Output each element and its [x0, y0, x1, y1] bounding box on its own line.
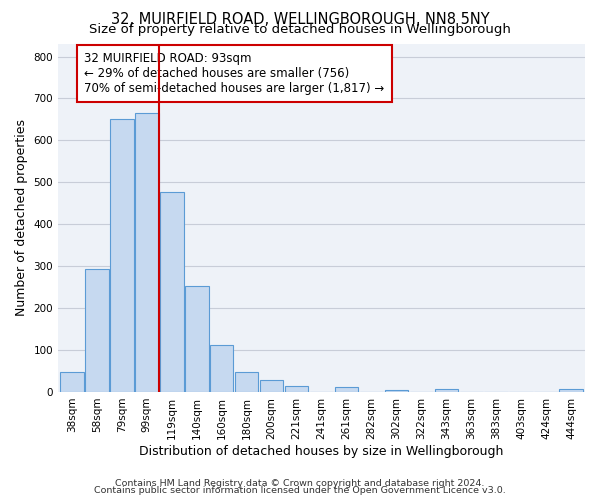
Text: 32 MUIRFIELD ROAD: 93sqm
← 29% of detached houses are smaller (756)
70% of semi-: 32 MUIRFIELD ROAD: 93sqm ← 29% of detach… — [84, 52, 385, 96]
Bar — [210, 344, 233, 392]
Text: Size of property relative to detached houses in Wellingborough: Size of property relative to detached ho… — [89, 23, 511, 36]
Bar — [160, 192, 184, 392]
Bar — [135, 113, 158, 392]
Bar — [185, 286, 209, 392]
Text: 32, MUIRFIELD ROAD, WELLINGBOROUGH, NN8 5NY: 32, MUIRFIELD ROAD, WELLINGBOROUGH, NN8 … — [110, 12, 490, 26]
Bar — [235, 372, 259, 392]
Bar — [85, 269, 109, 392]
X-axis label: Distribution of detached houses by size in Wellingborough: Distribution of detached houses by size … — [139, 444, 504, 458]
Text: Contains HM Land Registry data © Crown copyright and database right 2024.: Contains HM Land Registry data © Crown c… — [115, 478, 485, 488]
Y-axis label: Number of detached properties: Number of detached properties — [15, 120, 28, 316]
Bar — [110, 118, 134, 392]
Text: Contains public sector information licensed under the Open Government Licence v3: Contains public sector information licen… — [94, 486, 506, 495]
Bar — [385, 390, 409, 392]
Bar — [335, 387, 358, 392]
Bar — [284, 386, 308, 392]
Bar — [559, 390, 583, 392]
Bar — [60, 372, 83, 392]
Bar — [434, 388, 458, 392]
Bar — [260, 380, 283, 392]
